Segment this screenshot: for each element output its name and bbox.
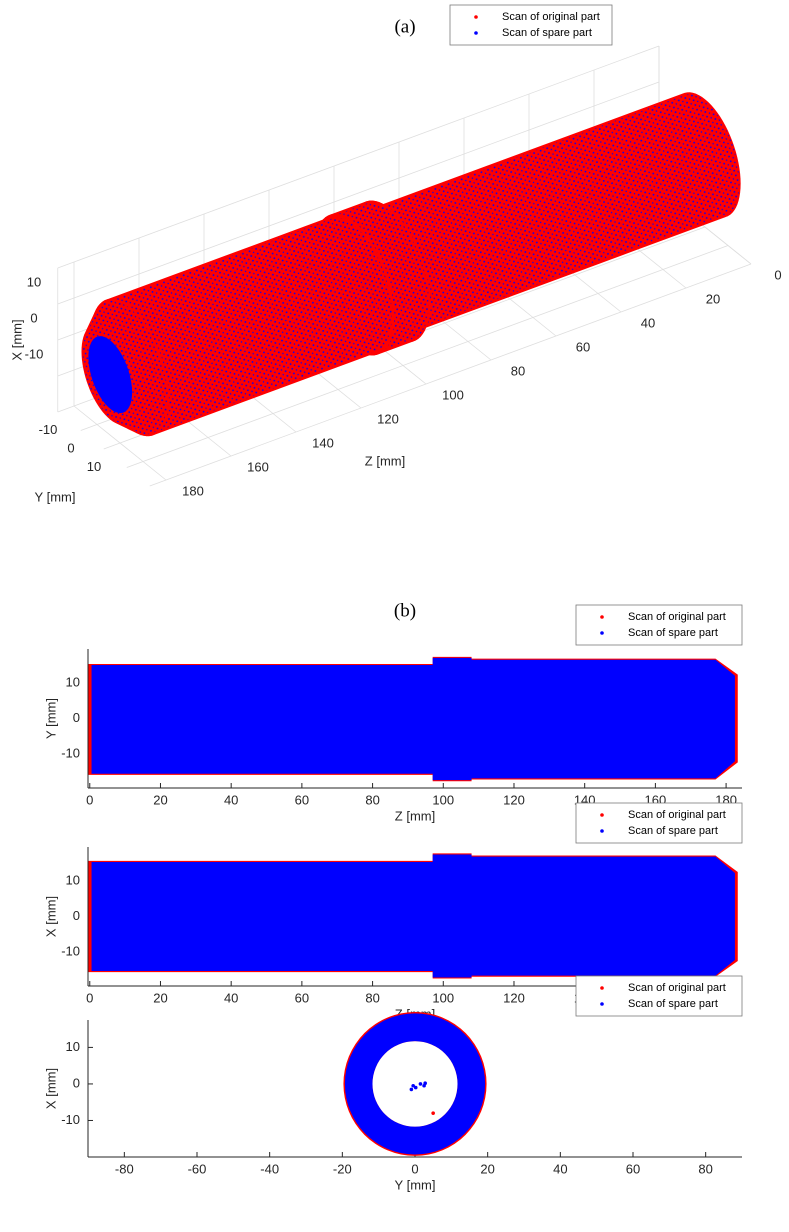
legend-marker <box>600 615 604 619</box>
legend-marker <box>600 1002 604 1006</box>
legend-label: Scan of original part <box>628 611 726 623</box>
z-axis-label: Z [mm] <box>365 453 405 468</box>
z-tick-label: 100 <box>442 387 464 402</box>
legend-box <box>575 604 743 646</box>
x-tick-label: 120 <box>503 990 525 1005</box>
y-tick-label: 0 <box>73 1075 80 1090</box>
y-tick-label: 10 <box>66 872 80 887</box>
legend-box <box>449 4 613 46</box>
x-tick-label: 80 <box>365 990 379 1005</box>
legend-marker <box>474 31 478 35</box>
legend-box <box>575 975 743 1017</box>
y-axis-label: X [mm] <box>43 1068 58 1109</box>
x-axis-label: Z [mm] <box>395 808 435 823</box>
y-tick-label: 10 <box>87 459 101 474</box>
x-tick-label: 20 <box>153 990 167 1005</box>
x-tick-label: 0 <box>411 1161 418 1176</box>
legend-marker <box>474 15 478 19</box>
y-tick-label: 10 <box>66 674 80 689</box>
x-tick-label: 20 <box>480 1161 494 1176</box>
z-tick-label: 0 <box>774 267 781 282</box>
scan-point <box>418 1082 423 1086</box>
z-tick-label: 140 <box>312 435 334 450</box>
x-tick-label: -80 <box>115 1161 134 1176</box>
y-axis-label: X [mm] <box>43 896 58 937</box>
panel-label: (b) <box>394 600 416 621</box>
y-tick-label: 0 <box>73 710 80 725</box>
legend-label: Scan of spare part <box>628 825 718 837</box>
legend-label: Scan of spare part <box>628 998 718 1010</box>
legend-marker <box>600 986 604 990</box>
z-tick-label: 20 <box>706 291 720 306</box>
x-tick-label: 60 <box>626 1161 640 1176</box>
y-tick-label: -10 <box>61 746 80 761</box>
panel-label: (a) <box>394 16 415 37</box>
part-profile <box>91 854 735 978</box>
z-tick-label: 80 <box>511 363 525 378</box>
y-tick-label: -10 <box>61 944 80 959</box>
z-tick-label: 60 <box>576 339 590 354</box>
legend-label: Scan of spare part <box>502 27 592 39</box>
legend-label: Scan of spare part <box>628 627 718 639</box>
x-axis-label: Y [mm] <box>395 1177 436 1192</box>
legend-box <box>575 802 743 844</box>
x-tick-label: 60 <box>295 792 309 807</box>
x-tick-label: 100 <box>432 792 454 807</box>
x-tick-label: 0 <box>30 310 37 325</box>
scan-point <box>423 1081 427 1086</box>
x-tick-label: 100 <box>432 990 454 1005</box>
x-tick-label: -10 <box>25 346 44 361</box>
legend-label: Scan of original part <box>628 809 726 821</box>
z-tick-label: 120 <box>377 411 399 426</box>
y-axis-label: Y [mm] <box>43 698 58 739</box>
x-tick-label: 40 <box>224 792 238 807</box>
y-tick-label: -10 <box>61 1112 80 1127</box>
y-tick-label: 0 <box>73 908 80 923</box>
x-tick-label: 80 <box>365 792 379 807</box>
box-edge <box>57 45 660 269</box>
box-edge <box>149 263 752 487</box>
x-axis-label: X [mm] <box>9 319 24 360</box>
x-tick-label: 80 <box>698 1161 712 1176</box>
z-tick-label: 40 <box>641 315 655 330</box>
x-tick-label: 0 <box>86 792 93 807</box>
x-tick-label: 120 <box>503 792 525 807</box>
grid-line <box>57 81 660 305</box>
x-tick-label: 20 <box>153 792 167 807</box>
z-tick-label: 160 <box>247 459 269 474</box>
scan-point <box>413 1085 418 1090</box>
end-face <box>88 336 133 414</box>
legend-label: Scan of original part <box>502 11 600 23</box>
section-ring <box>344 1013 486 1155</box>
scan-point <box>411 1083 415 1088</box>
x-tick-label: 0 <box>86 990 93 1005</box>
legend-marker <box>600 813 604 817</box>
y-tick-label: -10 <box>39 422 58 437</box>
scan-point <box>409 1087 414 1092</box>
part-profile <box>91 657 735 781</box>
x-tick-label: 60 <box>295 990 309 1005</box>
x-tick-label: 40 <box>224 990 238 1005</box>
x-tick-label: -40 <box>260 1161 279 1176</box>
x-tick-label: -60 <box>188 1161 207 1176</box>
legend-marker <box>600 829 604 833</box>
legend-label: Scan of original part <box>628 982 726 994</box>
section-hole <box>372 1041 458 1127</box>
x-tick-label: -20 <box>333 1161 352 1176</box>
scan-point <box>431 1111 435 1115</box>
legend-marker <box>600 631 604 635</box>
part-section <box>355 94 740 333</box>
x-tick-label: 10 <box>27 274 41 289</box>
z-tick-label: 180 <box>182 483 204 498</box>
x-tick-label: 40 <box>553 1161 567 1176</box>
y-tick-label: 10 <box>66 1039 80 1054</box>
grid-line <box>126 245 729 468</box>
y-tick-label: 0 <box>67 440 74 455</box>
y-axis-label: Y [mm] <box>35 489 76 504</box>
